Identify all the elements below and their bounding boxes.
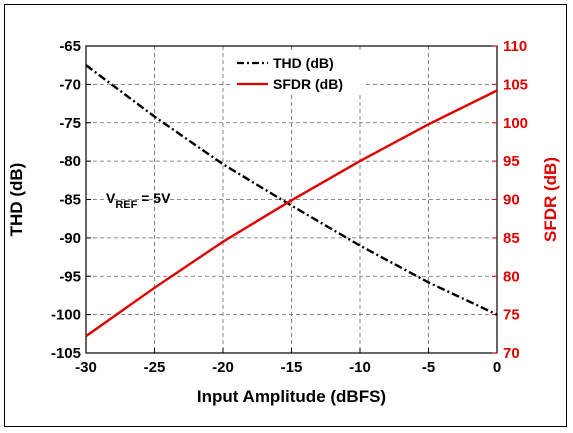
series-line-sfdr: [85, 89, 498, 338]
y-left-tick-label: -105: [51, 345, 81, 362]
x-tick-label: -15: [281, 359, 303, 376]
x-axis-label: Input Amplitude (dBFS): [197, 387, 386, 406]
y-axis-left-label: THD (dB): [7, 163, 26, 237]
y-right-tick-label: 75: [503, 307, 520, 324]
series-group: [85, 64, 498, 338]
y-axis-right-label: SFDR (dB): [541, 157, 560, 242]
vref-annotation: VREF = 5V: [106, 190, 171, 211]
y-right-tick-label: 70: [503, 345, 520, 362]
y-left-tick-label: -95: [59, 268, 81, 285]
y-left-tick-label: -80: [59, 153, 81, 170]
series-line-thd: [85, 64, 498, 316]
y-left-tick-label: -65: [59, 38, 81, 55]
x-tick-label: -25: [144, 359, 166, 376]
x-tick-label: -20: [212, 359, 234, 376]
y-left-tick-label: -85: [59, 192, 81, 209]
x-tick-label: -10: [349, 359, 371, 376]
y-left-tick-label: -75: [59, 115, 81, 132]
x-tick-label: -5: [422, 359, 435, 376]
y-right-tick-label: 110: [503, 38, 527, 55]
y-right-tick-label: 85: [503, 230, 520, 247]
y-right-tick-label: 105: [503, 76, 528, 93]
legend: THD (dB) SFDR (dB): [232, 52, 364, 92]
x-tick-label: -30: [75, 359, 97, 376]
legend-label-thd: THD (dB): [273, 55, 334, 71]
y-right-tick-label: 95: [503, 153, 520, 170]
y-left-tick-label: -100: [51, 307, 81, 324]
x-tick-label: 0: [493, 359, 501, 376]
ticks: -30 -25 -20 -15 -10 -5 0 -65 -70 -75 -80 -85 -90 -95 -…: [51, 38, 528, 376]
y-left-tick-label: -70: [59, 76, 81, 93]
chart-frame: [4, 4, 567, 427]
y-left-tick-label: -90: [59, 230, 81, 247]
legend-box: [232, 52, 364, 92]
legend-label-sfdr: SFDR (dB): [273, 76, 343, 92]
y-right-tick-label: 90: [503, 192, 520, 209]
y-right-tick-label: 80: [503, 268, 520, 285]
y-right-tick-label: 100: [503, 115, 528, 132]
